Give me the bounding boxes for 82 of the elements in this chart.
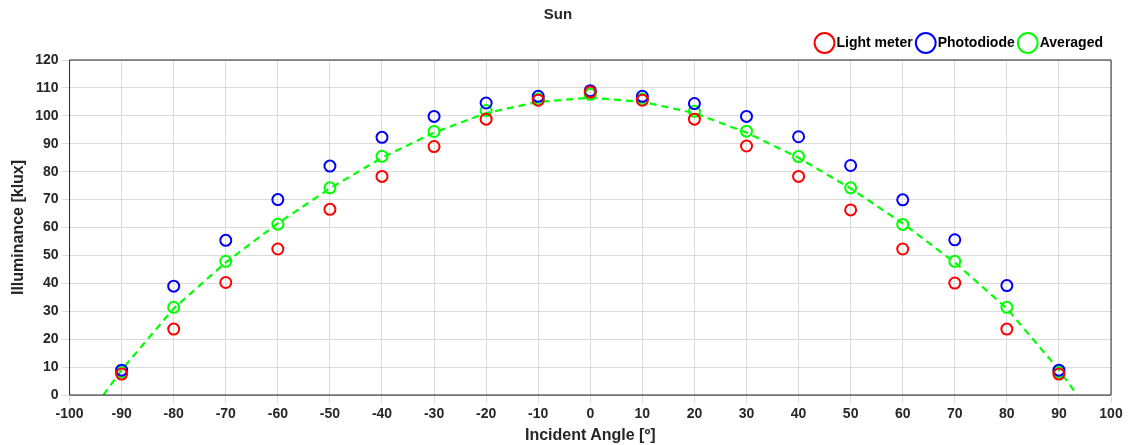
point [167,322,181,336]
y-tick-label: 110 [35,78,59,95]
x-tick-label: 100 [1099,405,1123,422]
point [375,169,389,183]
x-tick-label: -100 [55,405,84,422]
x-tick-label: -30 [423,405,445,422]
y-tick-label: 70 [42,190,59,207]
y-tick-label: 20 [42,330,59,347]
point [844,203,858,217]
point [792,150,806,164]
point [896,217,910,231]
y-tick-label: 50 [42,246,59,263]
y-tick-label: 0 [50,385,59,402]
x-tick-label: 40 [790,405,807,422]
y-tick-label: 90 [42,134,59,151]
legend-label: Photodiode [937,33,1015,50]
point [792,130,806,144]
legend-label: Averaged [1039,33,1104,50]
x-tick-label: 90 [1051,405,1067,422]
point [167,300,181,314]
point [479,112,493,126]
point [948,276,962,290]
point [1000,279,1014,293]
y-tick-label: 10 [42,357,59,374]
x-tick-label: 70 [946,405,963,422]
x-tick-label: -10 [528,405,549,422]
point [844,159,858,173]
x-tick-label: 50 [842,405,859,422]
point [687,104,701,118]
point [740,109,753,123]
x-tick-label: -40 [371,405,393,422]
y-tick-label: 60 [42,218,59,235]
y-tick-label: 30 [42,302,59,319]
point [740,124,753,138]
point [948,254,962,268]
point [479,104,493,118]
point [219,254,233,268]
chart-title: Sun [543,5,573,23]
x-tick-label: 80 [999,405,1015,422]
y-axis-title: Illuminance [klux] [9,159,27,296]
point [740,139,753,153]
point [271,242,285,256]
point [844,181,858,195]
point [375,149,389,163]
point [1000,300,1014,314]
x-axis-title: Incident Angle [º] [524,425,656,443]
point [219,233,233,247]
x-tick-label: -60 [267,405,289,422]
x-tick-label: -70 [215,405,237,422]
point [896,193,910,207]
point [375,130,389,144]
x-tick-label: 10 [634,405,651,422]
x-tick-label: -80 [163,405,185,422]
point [427,109,441,123]
x-tick-label: 20 [686,405,703,422]
point [271,217,285,231]
point [687,112,701,126]
point [948,233,962,247]
x-tick-label: 0 [586,405,595,422]
point [896,242,910,256]
point [427,140,441,154]
point [219,276,233,289]
x-tick-label: -90 [111,405,132,422]
point [479,96,493,110]
point [323,202,337,216]
point [167,279,181,293]
point [1000,322,1014,336]
legend-label: Light meter [836,33,914,50]
x-tick-label: -20 [476,405,497,422]
y-tick-label: 120 [35,50,59,67]
point [427,124,441,138]
point [792,169,806,183]
point [687,97,701,111]
y-tick-label: 80 [42,162,59,179]
point [271,193,285,207]
point [323,181,337,195]
point [323,159,337,173]
y-tick-label: 100 [35,106,59,123]
y-tick-label: 40 [42,274,59,291]
x-tick-label: 60 [894,405,911,422]
x-tick-label: -50 [319,405,341,422]
x-tick-label: 30 [738,405,755,422]
